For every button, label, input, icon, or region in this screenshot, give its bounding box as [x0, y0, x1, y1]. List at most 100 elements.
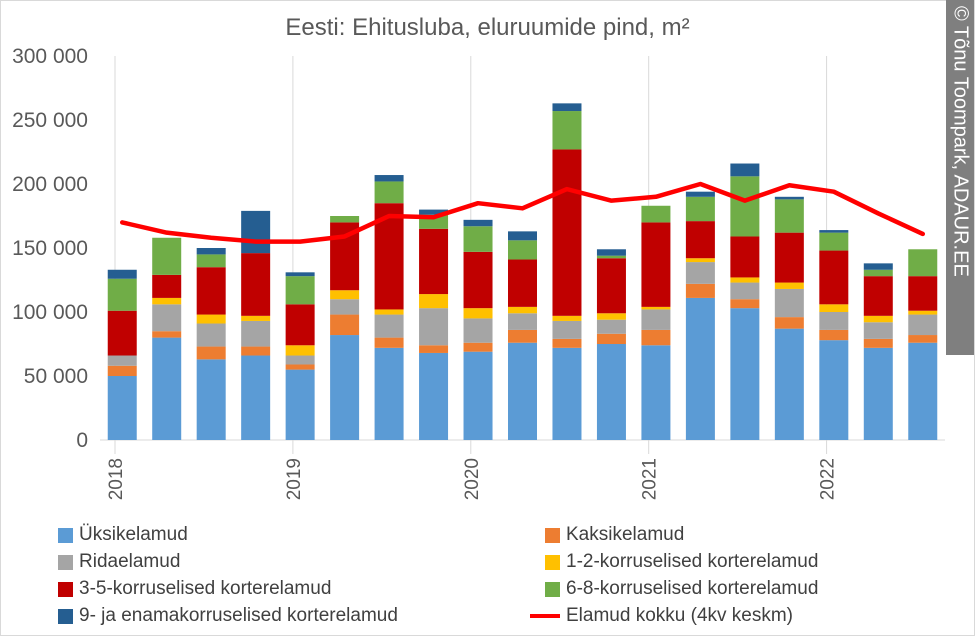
bar-segment — [863, 276, 893, 316]
legend-label: 3-5-korruselised korterelamud — [79, 578, 332, 599]
bar-segment — [463, 251, 493, 309]
bar-segment — [863, 347, 893, 440]
bar-segment — [641, 222, 671, 307]
bar-segment — [241, 320, 271, 347]
bar-segment — [419, 352, 449, 440]
bar-segment — [863, 338, 893, 348]
legend-swatch — [58, 527, 73, 543]
legend-label: Elamud kokku (4kv keskm) — [566, 605, 794, 626]
y-tick-label: 250 000 — [12, 109, 88, 132]
bar-segment — [463, 219, 493, 227]
bar-segment — [552, 347, 582, 440]
legend-swatch — [58, 554, 73, 570]
legend-item: 6-8-korruselised korterelamud — [545, 578, 818, 600]
y-tick-label: 300 000 — [12, 45, 88, 68]
bar-segment — [241, 253, 271, 316]
bar-segment — [730, 308, 760, 440]
legend-item: Elamud kokku (4kv keskm) — [530, 605, 793, 627]
bar-segment — [374, 309, 404, 315]
bar-segment — [463, 342, 493, 352]
bar-segment — [641, 329, 671, 346]
bar-segment — [730, 163, 760, 177]
bar-segment — [685, 297, 715, 440]
bar-segment — [196, 248, 226, 255]
bar-segment — [419, 308, 449, 346]
bar-segment — [152, 304, 182, 332]
bar-segment — [685, 191, 715, 197]
bar-segment — [508, 259, 537, 307]
legend-label: 6-8-korruselised korterelamud — [566, 578, 819, 599]
y-tick-label: 200 000 — [12, 173, 88, 196]
legend-item: 1-2-korruselised korterelamud — [545, 551, 818, 573]
bar-segment — [374, 181, 404, 204]
bar-segment — [774, 328, 804, 440]
bar-segment — [819, 304, 849, 312]
bar-segment — [774, 196, 804, 200]
bar-segment — [374, 314, 404, 338]
bar-segment — [730, 236, 760, 278]
bar-segment — [774, 199, 804, 233]
bar-segment — [774, 282, 804, 289]
bar-segment — [552, 149, 582, 316]
bar-segment — [374, 347, 404, 440]
x-tick-label: 2022 — [818, 458, 839, 500]
y-tick-label: 50 000 — [24, 365, 88, 388]
bar-segment — [863, 263, 893, 270]
bar-segment — [641, 345, 671, 440]
bar-segment — [596, 344, 626, 440]
bar-segment — [552, 111, 582, 150]
bar-segment — [419, 209, 449, 215]
bar-segment — [819, 232, 849, 251]
x-tick-label: 2020 — [462, 458, 483, 500]
bar-segment — [107, 355, 137, 366]
bar-segment — [285, 369, 315, 440]
bar-segment — [908, 342, 938, 440]
bar-segment — [152, 337, 182, 440]
bar-segment — [330, 314, 360, 336]
bar-segment — [330, 216, 360, 223]
bar-segment — [196, 314, 226, 324]
bar-segment — [196, 323, 226, 347]
bar-segment — [552, 338, 582, 348]
bar-segment — [508, 342, 537, 440]
bar-segment — [508, 329, 537, 343]
bar-segment — [908, 310, 938, 315]
bar-segment — [285, 355, 315, 365]
y-tick-label: 0 — [76, 429, 88, 452]
bar-segment — [419, 228, 449, 295]
legend-item: 9- ja enamakorruselised korterelamud — [58, 605, 398, 627]
legend-line-swatch — [530, 614, 560, 618]
bar-segment — [285, 345, 315, 356]
bar-segment — [152, 237, 182, 275]
bar-segment — [196, 267, 226, 315]
bar-segment — [596, 313, 626, 320]
bar-segment — [419, 294, 449, 309]
bar-segment — [819, 312, 849, 330]
x-tick-label: 2021 — [640, 458, 661, 500]
line-series-total — [119, 181, 926, 244]
bar-segment — [508, 231, 537, 241]
bar-segment — [730, 299, 760, 309]
bar-segment — [819, 250, 849, 305]
bar-segment — [685, 258, 715, 263]
bar-segment — [508, 313, 537, 330]
credit-box: © Tõnu Toompark, ADAUR.EE — [946, 0, 974, 355]
legend-swatch — [545, 554, 560, 570]
bar-segment — [463, 308, 493, 319]
y-tick-label: 150 000 — [12, 237, 88, 260]
bar-segment — [107, 376, 137, 440]
bar-segment — [908, 314, 938, 336]
bar-segment — [641, 306, 671, 310]
bar-segment — [285, 304, 315, 346]
legend-swatch — [58, 608, 73, 624]
bar-segment — [908, 335, 938, 343]
credit-text: © Tõnu Toompark, ADAUR.EE — [949, 6, 972, 277]
bar-segment — [285, 272, 315, 277]
bar-segment — [685, 283, 715, 298]
bar-segment — [285, 364, 315, 370]
bar-segment — [641, 309, 671, 330]
bar-segment — [374, 175, 404, 182]
bar-segment — [596, 258, 626, 314]
bar-segment — [863, 315, 893, 323]
